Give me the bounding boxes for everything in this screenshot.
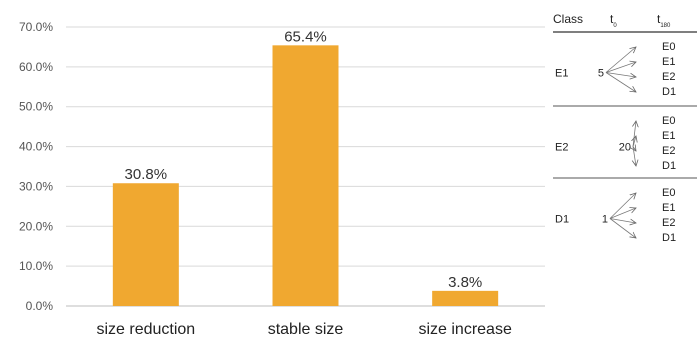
y-tick-label: 60.0% — [19, 60, 53, 74]
bar-value-label: 30.8% — [125, 166, 168, 183]
data-labels: 30.8% 65.4% 3.8% — [125, 28, 483, 291]
header-class: Class — [553, 12, 583, 26]
bar-chart: 0.0%10.0%20.0%30.0%40.0%50.0%60.0%70.0% … — [19, 20, 545, 338]
group-class: E1 — [555, 68, 568, 80]
transition-arrow — [609, 193, 636, 219]
y-tick-label: 40.0% — [19, 140, 53, 154]
x-axis-categories: size reduction stable size size increase — [96, 321, 511, 338]
header-t0: t0 — [610, 12, 617, 29]
category-label: stable size — [268, 321, 344, 338]
y-tick-label: 10.0% — [19, 259, 53, 273]
bar — [432, 290, 499, 306]
target-class: D1 — [662, 160, 676, 172]
target-class: D1 — [662, 232, 676, 244]
group-count: 5 — [598, 68, 604, 80]
group-class: D1 — [555, 214, 569, 226]
y-tick-label: 30.0% — [19, 179, 53, 193]
target-class: E2 — [662, 145, 675, 157]
bars — [112, 45, 499, 306]
transition-arrow — [633, 146, 636, 167]
y-tick-label: 50.0% — [19, 100, 53, 114]
transition-arrow — [605, 62, 636, 73]
target-class: E0 — [662, 41, 675, 53]
y-tick-label: 20.0% — [19, 219, 53, 233]
transition-arrow — [605, 72, 636, 78]
transition-arrow — [609, 218, 636, 224]
target-class: E2 — [662, 71, 675, 83]
category-label: size reduction — [96, 321, 195, 338]
y-tick-label: 70.0% — [19, 20, 53, 34]
y-tick-label: 0.0% — [26, 299, 54, 313]
target-class: E1 — [662, 130, 675, 142]
header-t180: t180 — [657, 12, 671, 29]
bar — [272, 45, 339, 306]
transition-arrow — [609, 208, 636, 219]
target-class: E1 — [662, 56, 675, 68]
transition-arrow — [605, 72, 636, 93]
table-header: Class t0 t180 — [553, 12, 671, 29]
category-label: size increase — [418, 321, 511, 338]
target-class: E2 — [662, 217, 675, 229]
class-transition-table: Class t0 t180 E1 5 E0 E1 E2 D1 E2 20 E0 E1 E2 D1 D1 1… — [553, 12, 697, 244]
target-class: D1 — [662, 86, 676, 98]
group-class: E2 — [555, 142, 568, 154]
bar-value-label: 65.4% — [284, 28, 327, 45]
target-class: E0 — [662, 115, 675, 127]
y-axis-ticks: 0.0% 10.0% 20.0% 30.0% 40.0% 50.0% 60.0% 70.0% — [19, 20, 53, 313]
target-class: E1 — [662, 202, 675, 214]
table-groups: E1 5 E0 E1 E2 D1 E2 20 E0 E1 E2 D1 D1 1 E0 E1 E2 D1 — [553, 31, 697, 244]
bar-value-label: 3.8% — [448, 274, 482, 291]
group-count: 20 — [619, 142, 631, 154]
transition-arrow — [605, 47, 636, 73]
target-class: E0 — [662, 187, 675, 199]
group-count: 1 — [602, 214, 608, 226]
bar — [112, 183, 179, 306]
transition-arrow — [609, 218, 636, 239]
